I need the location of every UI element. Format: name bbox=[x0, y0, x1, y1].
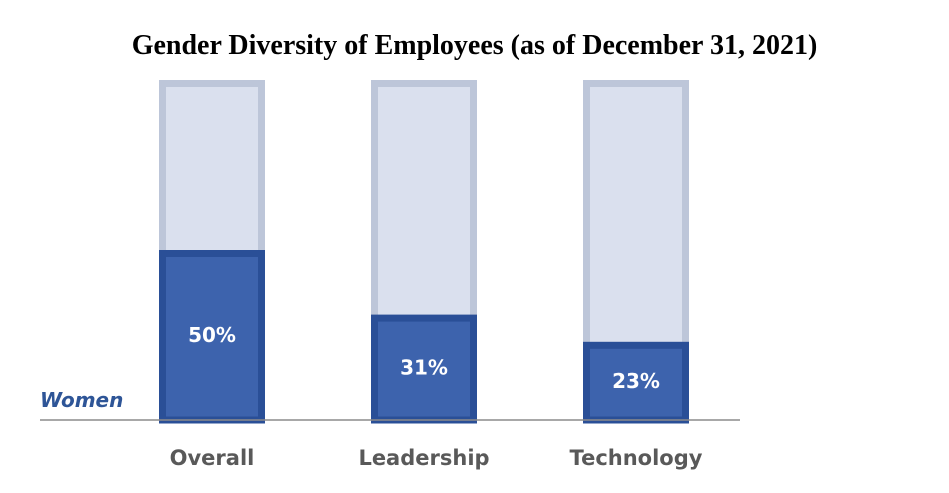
value-label-overall: 50% bbox=[188, 323, 236, 347]
category-label-leadership: Leadership bbox=[358, 446, 489, 470]
value-label-technology: 23% bbox=[612, 369, 660, 393]
category-label-technology: Technology bbox=[570, 446, 703, 470]
chart-title: Gender Diversity of Employees (as of Dec… bbox=[131, 30, 818, 61]
women-bar-overall bbox=[159, 250, 265, 424]
series-label-women: Women bbox=[40, 388, 123, 412]
category-label-overall: Overall bbox=[170, 446, 255, 470]
value-label-leadership: 31% bbox=[400, 355, 448, 379]
